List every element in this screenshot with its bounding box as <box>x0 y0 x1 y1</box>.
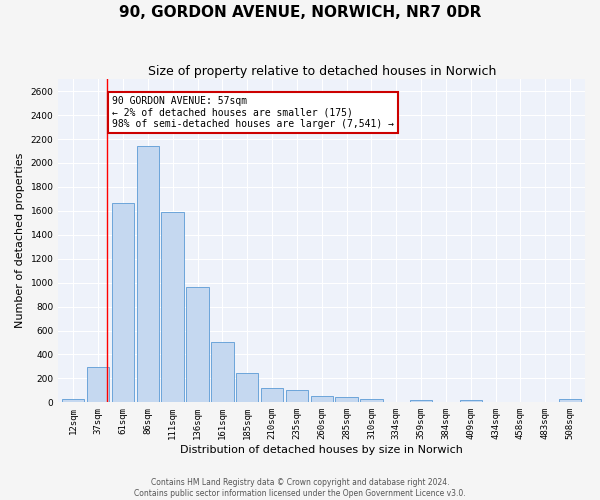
Bar <box>286 390 308 402</box>
Bar <box>261 388 283 402</box>
Bar <box>559 398 581 402</box>
Bar <box>360 398 383 402</box>
Bar <box>112 203 134 402</box>
Bar <box>137 146 159 403</box>
Bar <box>335 397 358 402</box>
Text: 90 GORDON AVENUE: 57sqm
← 2% of detached houses are smaller (175)
98% of semi-de: 90 GORDON AVENUE: 57sqm ← 2% of detached… <box>112 96 394 129</box>
Bar <box>311 396 333 402</box>
Bar <box>460 400 482 402</box>
Bar <box>62 400 85 402</box>
Bar <box>211 342 233 402</box>
X-axis label: Distribution of detached houses by size in Norwich: Distribution of detached houses by size … <box>180 445 463 455</box>
Bar <box>236 373 259 402</box>
Text: 90, GORDON AVENUE, NORWICH, NR7 0DR: 90, GORDON AVENUE, NORWICH, NR7 0DR <box>119 5 481 20</box>
Y-axis label: Number of detached properties: Number of detached properties <box>15 153 25 328</box>
Bar <box>87 367 109 402</box>
Text: Contains HM Land Registry data © Crown copyright and database right 2024.
Contai: Contains HM Land Registry data © Crown c… <box>134 478 466 498</box>
Title: Size of property relative to detached houses in Norwich: Size of property relative to detached ho… <box>148 65 496 78</box>
Bar <box>187 288 209 403</box>
Bar <box>410 400 432 402</box>
Bar <box>161 212 184 402</box>
